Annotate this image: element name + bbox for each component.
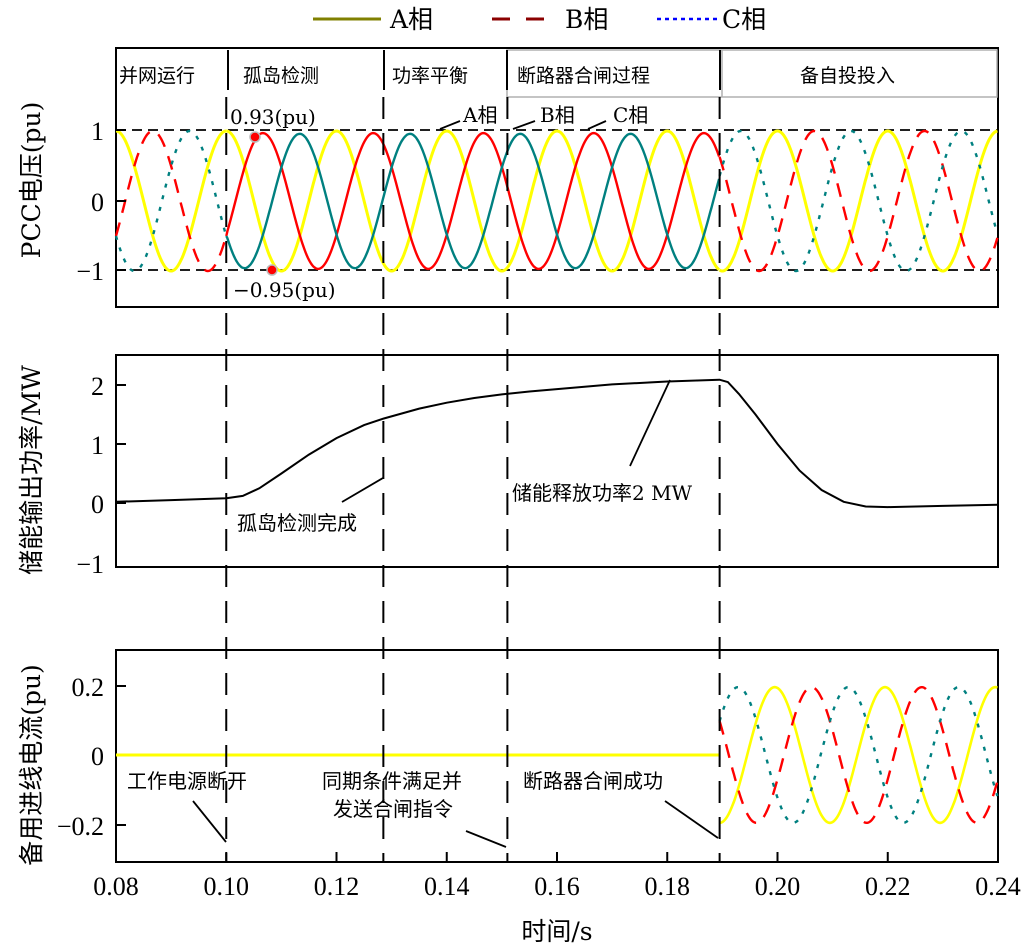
ytick-minus1: −1 xyxy=(76,257,104,286)
power-axes-box xyxy=(115,354,999,568)
power-ylabel: 储能输出功率/MW xyxy=(17,365,46,575)
power-curve xyxy=(115,378,999,509)
xtick-label: 0.18 xyxy=(645,872,691,901)
x-axis-label: 时间/s xyxy=(521,917,592,946)
xtick-label: 0.24 xyxy=(975,872,1021,901)
voltage-trace-A相 xyxy=(115,129,227,273)
trough-label: −0.95(pu) xyxy=(233,278,336,302)
xtick-label: 0.12 xyxy=(314,872,360,901)
current-trace-A相 xyxy=(719,685,998,825)
stage-label-island-detect: 孤岛检测 xyxy=(243,65,319,87)
ytick-0.2: 0.2 xyxy=(72,673,105,702)
xtick-label: 0.14 xyxy=(424,872,470,901)
voltage-trace-A相 xyxy=(718,129,998,273)
current-panel: 0.2 0 −0.2 0.08 0.10 0.12 0.14 0.16 0.18 0.20 0… xyxy=(17,649,1021,946)
legend-label-c: C相 xyxy=(722,5,766,34)
voltage-trace-A相 xyxy=(226,129,721,273)
stage-label-auto-transfer: 备自投投入 xyxy=(800,65,895,87)
stage-label-breaker-close: 断路器合闸过程 xyxy=(517,65,650,87)
stage-label-power-balance: 功率平衡 xyxy=(392,65,468,87)
xtick-label: 0.08 xyxy=(93,872,139,901)
peak-marker xyxy=(249,131,261,143)
legend-label-a: A相 xyxy=(389,5,433,34)
xtick-label: 0.10 xyxy=(204,872,250,901)
event-lines xyxy=(225,97,721,862)
voltage-trace-B相 xyxy=(114,129,228,273)
voltage-axes-box xyxy=(115,47,999,308)
sync-annotation-line2: 发送合闸指令 xyxy=(333,797,453,821)
peak-label: 0.93(pu) xyxy=(230,105,316,129)
x-ticks: 0.08 0.10 0.12 0.14 0.16 0.18 0.20 0.22 0.24 xyxy=(93,852,1021,901)
voltage-ylabel: PCC电压(pu) xyxy=(17,102,46,259)
sync-annotation-line1: 同期条件满足并 xyxy=(322,769,462,793)
ytick-minus0.2: −0.2 xyxy=(57,812,104,841)
xtick-label: 0.20 xyxy=(755,872,801,901)
trough-marker xyxy=(266,264,278,276)
release-annotation: 储能释放功率2 MW xyxy=(512,481,693,505)
phase-c-annotation: C相 xyxy=(613,103,648,127)
voltage-panel: 并网运行 孤岛检测 功率平衡 断路器合闸过程 备自投投入 1 0 −1 PCC电… xyxy=(17,47,999,308)
stage-label-grid: 并网运行 xyxy=(119,65,195,87)
current-ylabel: 备用进线电流(pu) xyxy=(17,664,46,866)
voltage-trace-C相 xyxy=(225,132,721,270)
voltage-trace-B相 xyxy=(225,131,721,271)
ytick-1: 1 xyxy=(91,431,104,460)
voltage-trace-B相 xyxy=(718,129,999,273)
ytick-0: 0 xyxy=(91,742,104,771)
current-waveforms xyxy=(116,685,999,825)
voltage-waveforms xyxy=(114,129,999,273)
ytick-0: 0 xyxy=(91,188,104,217)
ytick-0: 0 xyxy=(91,490,104,519)
phase-b-annotation: B相 xyxy=(540,103,575,127)
legend-label-b: B相 xyxy=(565,5,608,34)
ytick-1: 1 xyxy=(91,117,104,146)
legend: A相 B相 C相 xyxy=(313,5,766,34)
voltage-trace-C相 xyxy=(114,129,228,273)
ytick-minus1: −1 xyxy=(76,550,104,579)
island-done-annotation: 孤岛检测完成 xyxy=(237,511,357,535)
current-trace-B相 xyxy=(718,686,999,824)
xtick-label: 0.16 xyxy=(534,872,580,901)
breaker-ok-annotation: 断路器合闸成功 xyxy=(523,769,663,793)
phase-a-annotation: A相 xyxy=(462,103,497,127)
source-off-annotation: 工作电源断开 xyxy=(127,769,247,793)
power-panel: 2 1 0 −1 储能输出功率/MW 孤岛检测完成 储能释放功率2 MW xyxy=(17,354,999,579)
ytick-2: 2 xyxy=(91,372,104,401)
xtick-label: 0.22 xyxy=(865,872,911,901)
